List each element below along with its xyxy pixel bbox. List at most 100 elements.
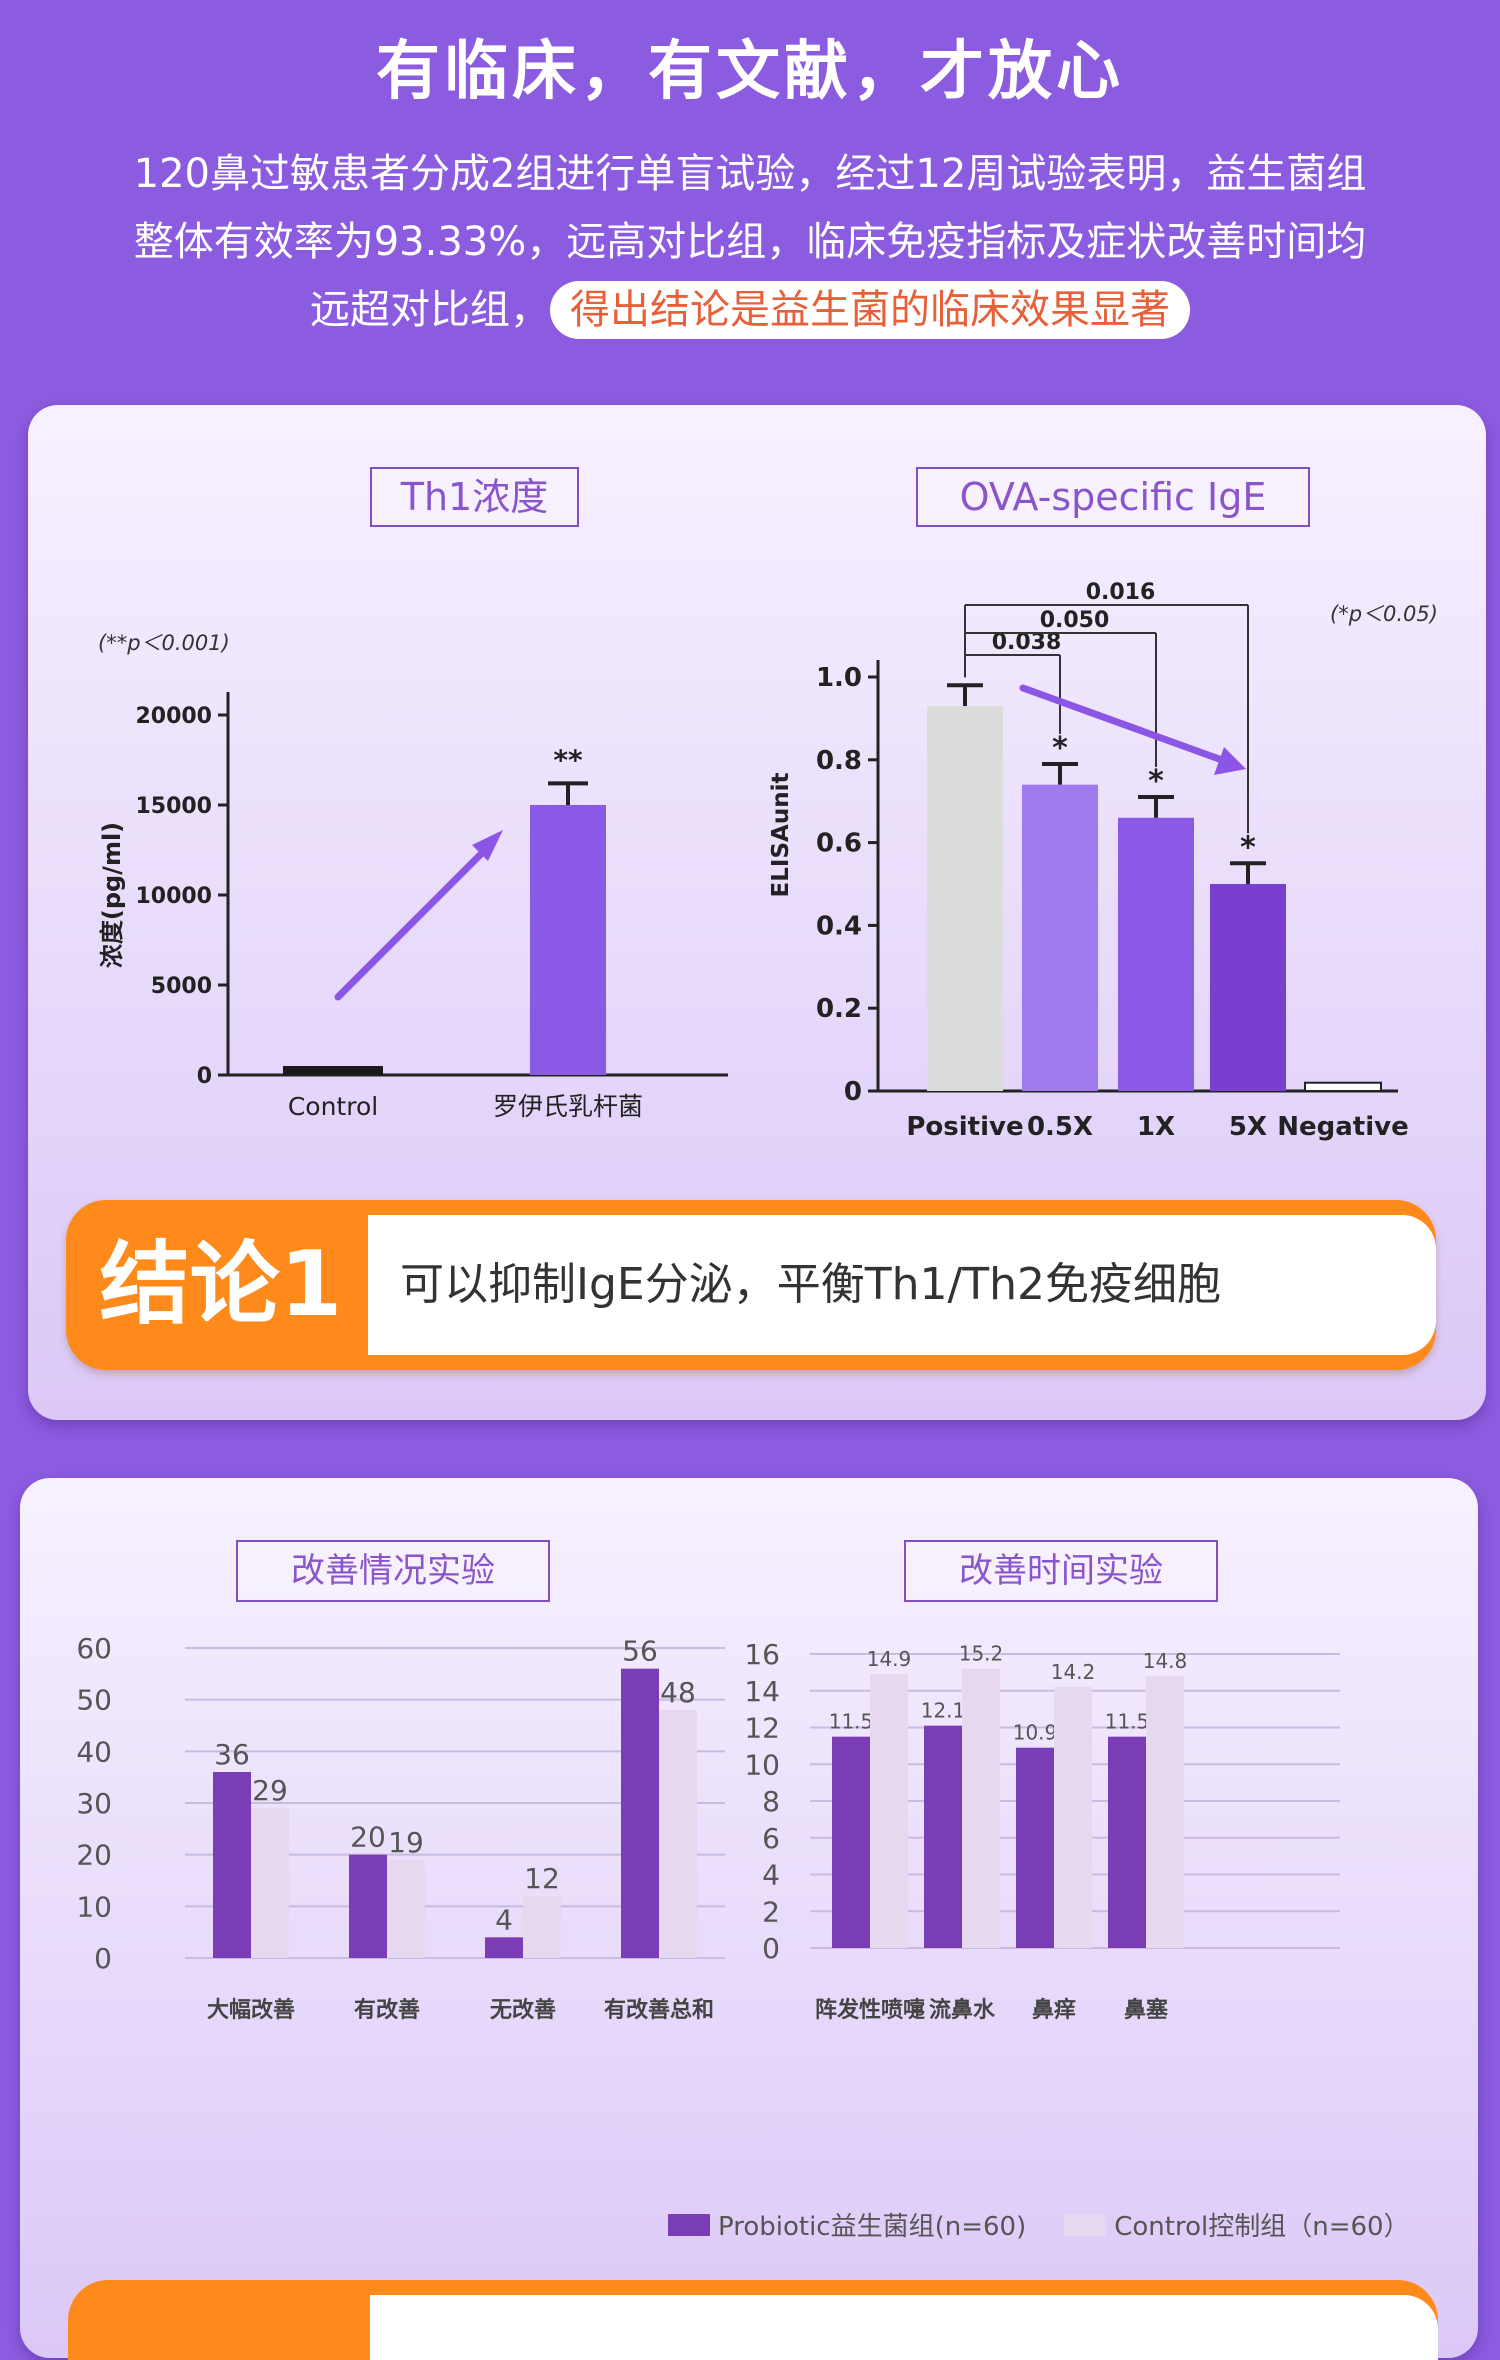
improve-value-label: 19 <box>388 1826 424 1859</box>
ige-comparison-p-value: 0.016 <box>1086 580 1156 605</box>
ige-bar-2 <box>1118 817 1194 1091</box>
intro-highlight: 得出结论是益生菌的临床效果显著 <box>550 281 1190 339</box>
ige-category-label: 0.5X <box>1027 1112 1093 1142</box>
ige-bar-1 <box>1022 784 1098 1091</box>
improve-bar-probiotic <box>621 1668 659 1958</box>
improve-value-label: 4 <box>495 1903 513 1936</box>
th1-trend-arrow <box>334 841 494 1001</box>
ige-chart-title: OVA-specific IgE <box>916 467 1310 527</box>
time-y-tick-label: 12 <box>744 1712 780 1745</box>
ige-y-tick-label: 0.6 <box>816 829 862 859</box>
time-value-label: 12.1 <box>921 1699 966 1723</box>
improve-bar-probiotic <box>485 1937 523 1958</box>
legend-label-control: Control控制组（n=60） <box>1114 2212 1410 2242</box>
improve-y-tick-label: 10 <box>76 1890 112 1923</box>
improve-category-label: 有改善 <box>354 1997 420 2023</box>
clinical-card-2: 改善情况实验 改善时间实验 0 10 20 30 40 50 60 36 29 大幅改善 20 19 有… <box>20 1478 1478 2358</box>
improve-y-tick-label: 30 <box>76 1787 112 1820</box>
time-bar-probiotic <box>1108 1736 1146 1948</box>
time-bar-control <box>1146 1676 1184 1948</box>
ige-comparison-p-value: 0.038 <box>992 630 1062 655</box>
time-bar-probiotic <box>832 1736 870 1948</box>
th1-category-label: 罗伊氏乳杆菌 <box>493 1092 643 1121</box>
legend-swatch-probiotic <box>668 2213 710 2236</box>
improve-y-tick-label: 60 <box>76 1632 112 1665</box>
intro-paragraph: 120鼻过敏患者分成2组进行单盲试验，经过12周试验表明，益生菌组 整体有效率为… <box>70 140 1430 344</box>
improve-y-tick-label: 0 <box>94 1942 112 1975</box>
ige-y-tick-label: 0.4 <box>816 911 862 941</box>
improve-category-label: 大幅改善 <box>207 1997 295 2023</box>
time-bar-control <box>1054 1687 1092 1948</box>
time-y-tick-label: 4 <box>762 1859 780 1892</box>
th1-bar-1 <box>530 805 606 1075</box>
ige-category-label: 5X <box>1229 1112 1267 1142</box>
time-y-tick-label: 6 <box>762 1822 780 1855</box>
time-bar-probiotic <box>1016 1747 1054 1948</box>
time-category-label: 阵发性喷嚏 <box>815 1997 925 2023</box>
chart-legend: Probiotic益生菌组(n=60) Control控制组（n=60） <box>668 2206 1448 2243</box>
th1-bar-chart: (**p＜0.001) 浓度(pg/ml) 0 5000 10000 15000 20000… <box>98 631 728 1121</box>
ige-trend-arrowhead <box>1214 747 1246 775</box>
legend-label-probiotic: Probiotic益生菌组(n=60) <box>718 2212 1027 2242</box>
time-category-label: 鼻塞 <box>1124 1997 1169 2023</box>
th1-y-tick-label: 15000 <box>135 794 212 819</box>
time-value-label: 15.2 <box>959 1642 1004 1666</box>
th1-y-tick-label: 0 <box>197 1064 212 1089</box>
improve-value-label: 48 <box>660 1676 696 1709</box>
improve-category-label: 无改善 <box>490 1997 556 2023</box>
th1-category-label: Control <box>288 1092 378 1121</box>
ige-significance-mark: * <box>1052 731 1068 766</box>
time-value-label: 14.9 <box>867 1647 912 1671</box>
improvement-time-chart-title: 改善时间实验 <box>904 1540 1218 1602</box>
ige-y-tick-label: 0.2 <box>816 994 862 1024</box>
ige-category-label: Positive <box>906 1112 1023 1142</box>
time-category-label: 鼻痒 <box>1032 1997 1076 2023</box>
time-category-label: 流鼻水 <box>929 1997 996 2023</box>
time-value-label: 10.9 <box>1013 1721 1058 1745</box>
time-y-tick-label: 14 <box>744 1675 780 1708</box>
ige-category-label: Negative <box>1277 1112 1408 1142</box>
th1-trend-arrowhead <box>472 830 503 861</box>
legend-item-probiotic: Probiotic益生菌组(n=60) <box>668 2206 1026 2243</box>
th1-significance-note: (**p＜0.001) <box>98 631 230 655</box>
improve-bar-control <box>659 1710 697 1958</box>
clinical-card-1: Th1浓度 OVA-specific IgE (**p＜0.001) 浓度(pg/… <box>28 405 1486 1420</box>
th1-chart-title: Th1浓度 <box>370 467 579 527</box>
time-y-tick-label: 2 <box>762 1895 780 1928</box>
intro-line-3: 远超对比组， 得出结论是益生菌的临床效果显著 <box>70 276 1430 344</box>
ige-bar-chart: (*p＜0.05) ELISAunit 0 0.2 0.4 0.6 0.8 1.0 Positi… <box>768 580 1438 1142</box>
improvement-chart-title: 改善情况实验 <box>236 1540 550 1602</box>
ige-y-axis-label: ELISAunit <box>768 773 794 898</box>
improve-bar-probiotic <box>213 1772 251 1958</box>
improve-bar-probiotic <box>349 1854 387 1958</box>
ige-y-tick-label: 0 <box>844 1077 862 1107</box>
improve-value-label: 29 <box>252 1774 288 1807</box>
improve-y-tick-label: 50 <box>76 1684 112 1717</box>
time-bar-probiotic <box>924 1725 962 1948</box>
ige-bar-0 <box>927 705 1003 1091</box>
conclusion-banner-1: 结论1 可以抑制IgE分泌，平衡Th1/Th2免疫细胞 <box>66 1200 1436 1370</box>
improve-value-label: 36 <box>214 1738 250 1771</box>
improve-value-label: 12 <box>524 1862 560 1895</box>
improve-bar-control <box>523 1896 561 1958</box>
time-value-label: 14.8 <box>1143 1649 1188 1673</box>
time-y-tick-label: 0 <box>762 1932 780 1965</box>
next-conclusion-banner <box>68 2280 1438 2360</box>
conclusion-tag: 结论1 <box>99 1232 343 1337</box>
time-bar-control <box>962 1668 1000 1948</box>
improve-y-tick-label: 20 <box>76 1839 112 1872</box>
ige-comparison-p-value: 0.050 <box>1040 608 1110 633</box>
th1-bar-0 <box>283 1066 383 1075</box>
legend-item-control: Control控制组（n=60） <box>1064 2206 1410 2243</box>
improve-value-label: 20 <box>350 1821 386 1854</box>
improve-y-tick-label: 40 <box>76 1735 112 1768</box>
th1-significance-mark: ** <box>553 743 583 776</box>
ige-y-tick-label: 1.0 <box>816 663 862 693</box>
th1-y-tick-label: 10000 <box>135 884 212 909</box>
ige-significance-note: (*p＜0.05) <box>1330 602 1438 626</box>
ige-significance-mark: * <box>1240 830 1256 865</box>
improve-value-label: 56 <box>622 1635 658 1668</box>
page-title: 有临床，有文献，才放心 <box>376 35 1124 109</box>
